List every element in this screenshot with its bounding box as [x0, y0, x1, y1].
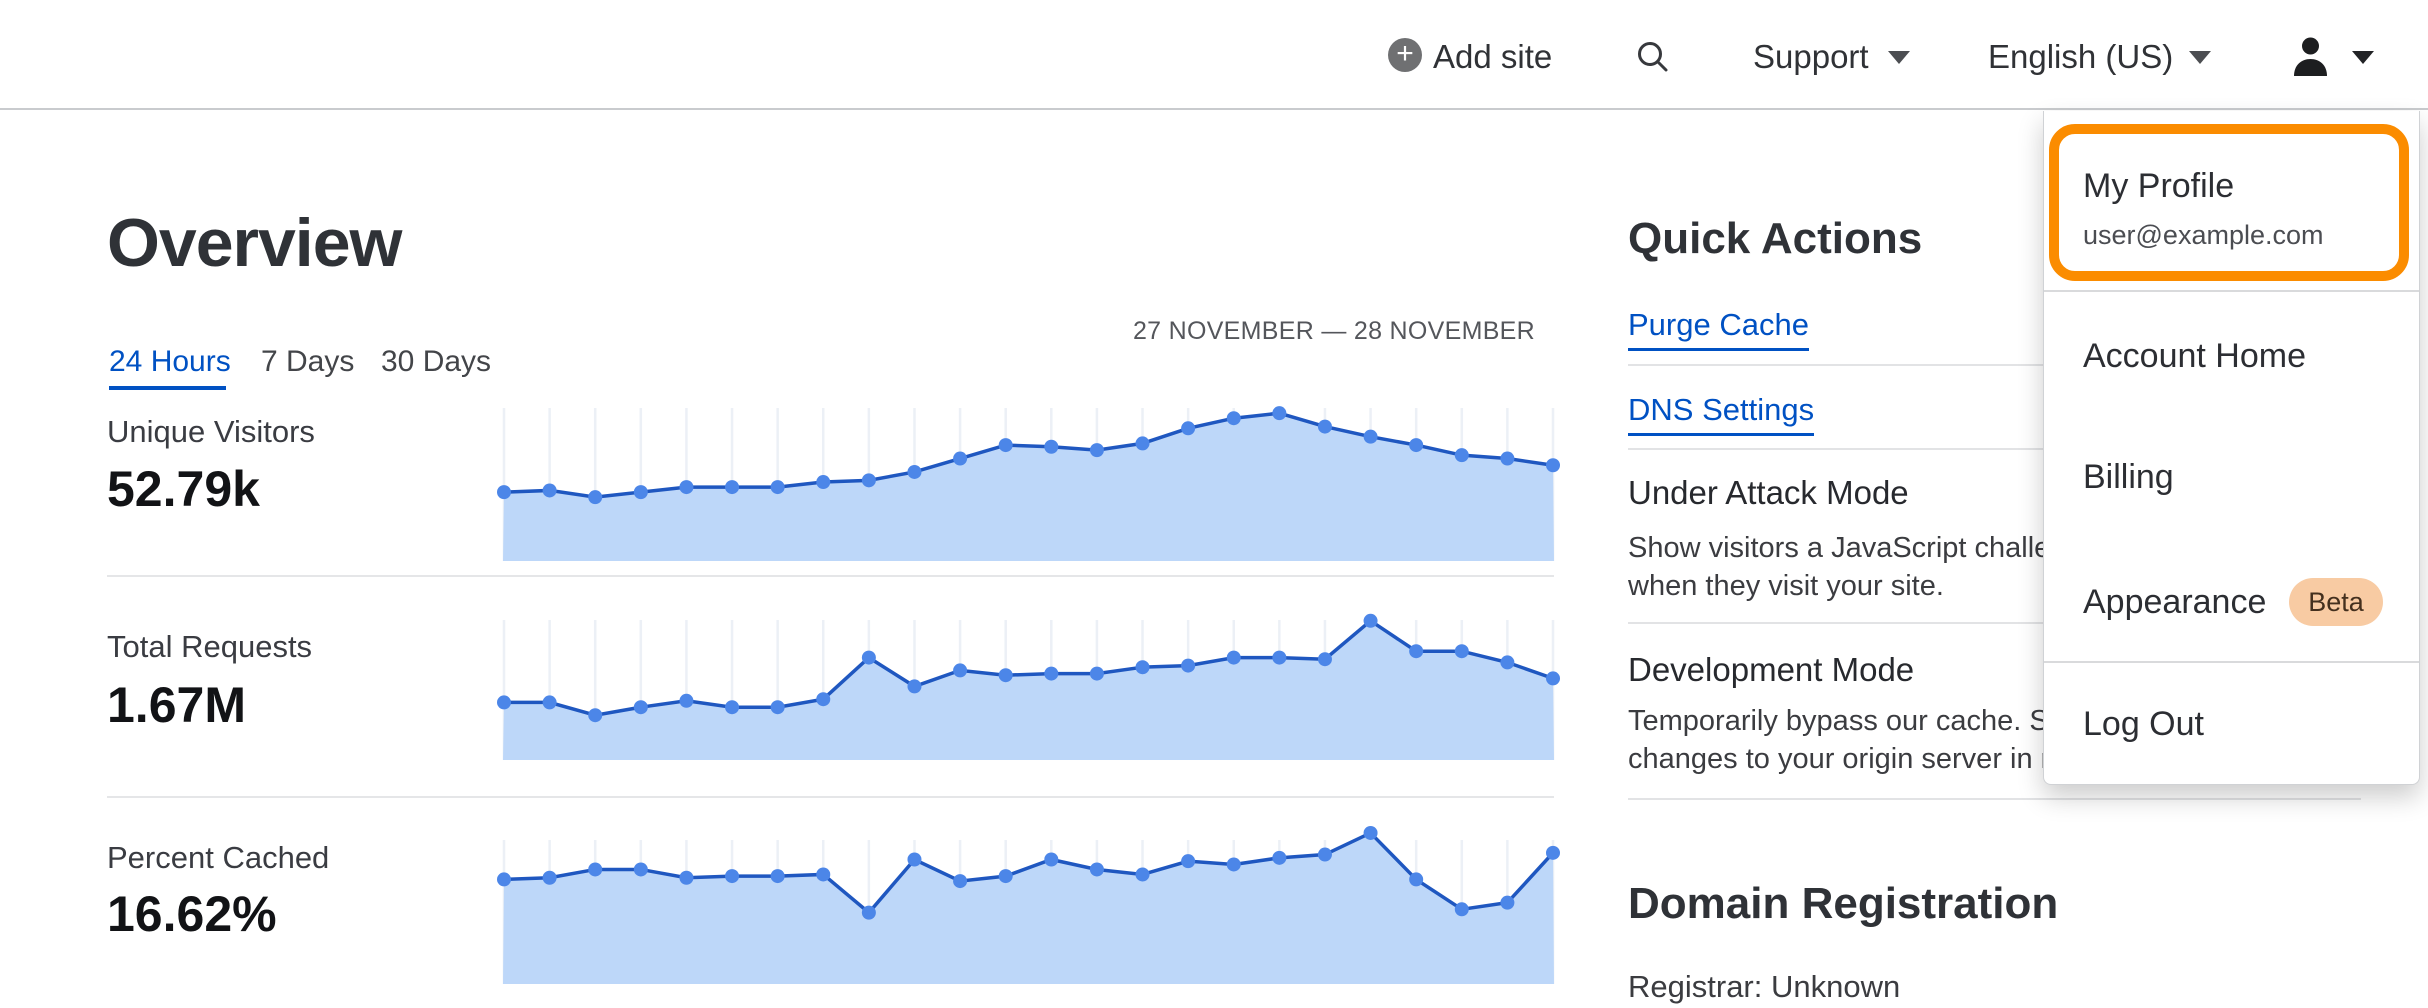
user-icon	[2292, 36, 2329, 81]
divider	[1628, 798, 2361, 800]
metric-value-total-requests: 1.67M	[107, 677, 246, 733]
beta-badge: Beta	[2289, 578, 2383, 626]
top-nav-bar: + Add site Support English (US)	[0, 0, 2428, 110]
account-dropdown-menu: My Profile user@example.com Account Home…	[2043, 111, 2420, 785]
account-home-label: Account Home	[2083, 337, 2306, 375]
under-attack-mode-title: Under Attack Mode	[1628, 474, 1909, 511]
active-tab-underline	[109, 386, 226, 390]
search-button[interactable]	[1635, 39, 1671, 80]
menu-item-billing[interactable]: Billing	[2044, 428, 2419, 538]
caret-down-icon	[2189, 51, 2211, 64]
menu-divider	[2044, 290, 2419, 292]
under-attack-mode-description: Show visitors a JavaScript challenge whe…	[1628, 532, 2099, 602]
menu-item-my-profile[interactable]: My Profile user@example.com	[2044, 124, 2419, 281]
metric-value-unique-visitors: 52.79k	[107, 461, 260, 517]
dns-settings-link[interactable]: DNS Settings	[1628, 392, 1815, 436]
tab-24-hours[interactable]: 24 Hours	[109, 345, 231, 378]
support-label: Support	[1753, 38, 1869, 75]
menu-item-account-home[interactable]: Account Home	[2044, 307, 2419, 417]
search-icon	[1638, 42, 1668, 72]
metric-label-percent-cached: Percent Cached	[107, 840, 330, 875]
divider	[107, 575, 1554, 577]
add-site-plus-icon: +	[1388, 38, 1422, 72]
divider	[107, 796, 1554, 798]
caret-down-icon	[1888, 51, 1910, 64]
development-mode-title: Development Mode	[1628, 651, 1915, 688]
metric-label-unique-visitors: Unique Visitors	[107, 414, 315, 449]
menu-divider	[2044, 661, 2419, 663]
appearance-label: Appearance	[2083, 583, 2267, 621]
domain-registration-title: Domain Registration	[1628, 879, 2059, 928]
menu-item-appearance[interactable]: Appearance	[2044, 549, 2419, 661]
language-label: English (US)	[1988, 38, 2174, 75]
tab-30-days[interactable]: 30 Days	[381, 345, 492, 378]
metric-value-percent-cached: 16.62%	[107, 886, 277, 942]
divider	[1628, 364, 2361, 366]
date-range-label: 27 NOVEMBER — 28 NOVEMBER	[1132, 317, 1535, 345]
add-site-label: Add site	[1433, 38, 1553, 75]
page-title: Overview	[107, 205, 402, 281]
purge-cache-link[interactable]: Purge Cache	[1628, 307, 1809, 351]
my-profile-email: user@example.com	[2083, 220, 2324, 250]
metric-label-total-requests: Total Requests	[107, 629, 313, 664]
divider	[1628, 448, 2361, 450]
log-out-label: Log Out	[2083, 705, 2204, 743]
tab-7-days[interactable]: 7 Days	[261, 345, 355, 378]
caret-down-icon	[2352, 51, 2374, 64]
my-profile-label: My Profile	[2083, 167, 2235, 205]
quick-actions-title: Quick Actions	[1628, 214, 1923, 263]
billing-label: Billing	[2083, 458, 2174, 496]
registrar-label: Registrar: Unknown	[1628, 969, 1901, 1004]
menu-item-log-out[interactable]: Log Out	[2044, 671, 2419, 775]
divider	[1628, 622, 2361, 624]
